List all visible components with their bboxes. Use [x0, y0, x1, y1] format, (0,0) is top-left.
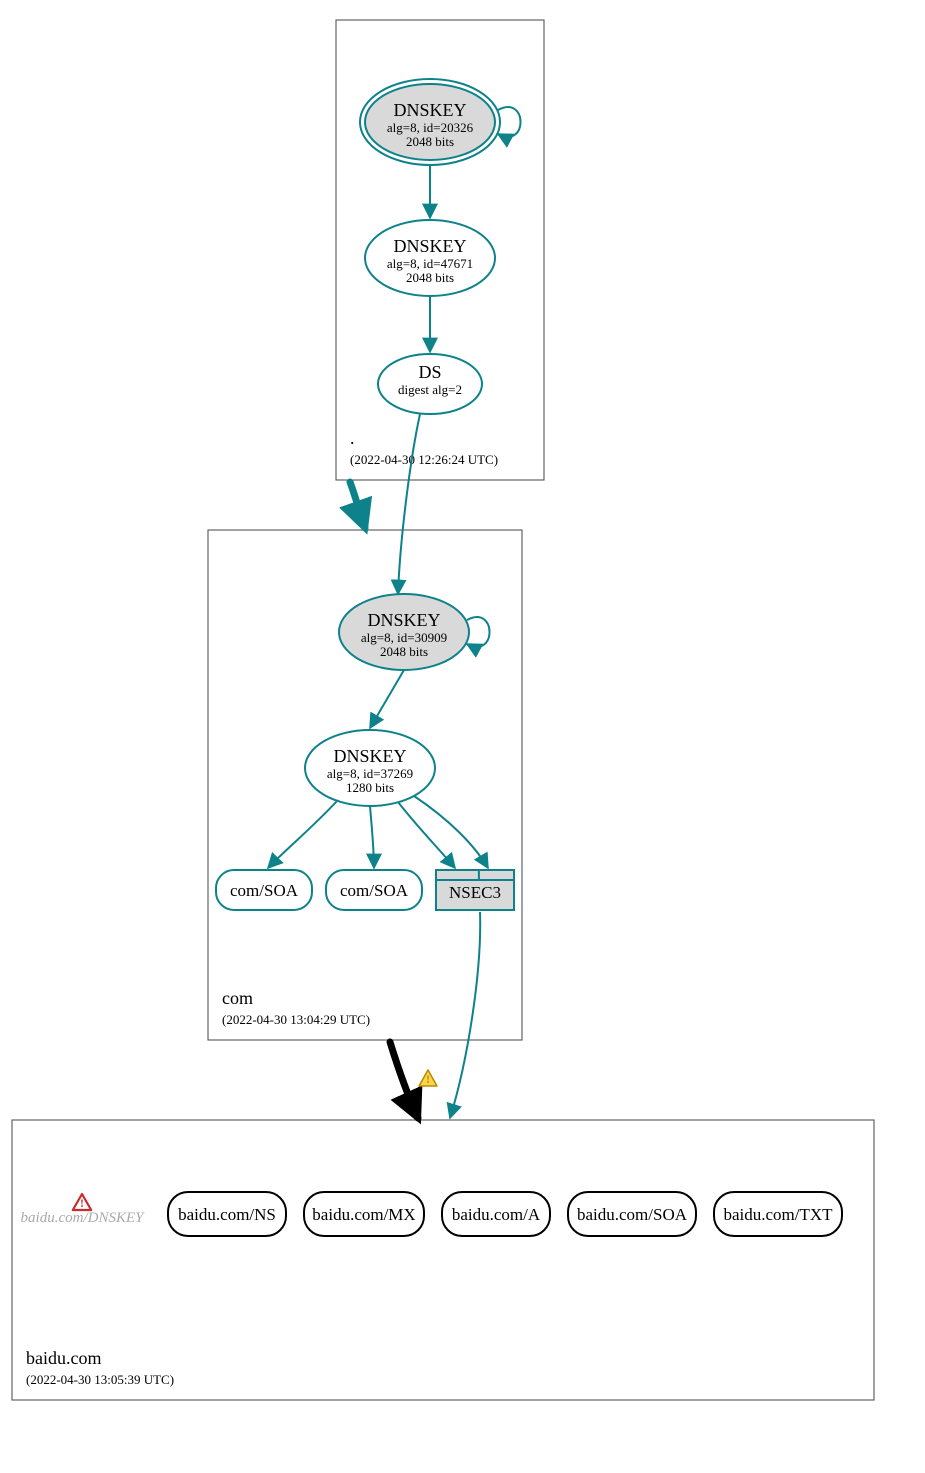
node-com_soa1: com/SOA: [216, 870, 312, 910]
svg-text:alg=8, id=37269: alg=8, id=37269: [327, 766, 413, 781]
node-baidu_txt: baidu.com/TXT: [714, 1192, 842, 1236]
svg-text:DNSKEY: DNSKEY: [393, 236, 466, 256]
edge-com-ksk-zsk: [370, 670, 404, 728]
svg-text:DNSKEY: DNSKEY: [393, 100, 466, 120]
node-root_ds: DSdigest alg=2: [378, 354, 482, 414]
svg-text:digest alg=2: digest alg=2: [398, 382, 462, 397]
svg-text:2048 bits: 2048 bits: [406, 270, 454, 285]
node-root_zsk: DNSKEYalg=8, id=476712048 bits: [365, 220, 495, 296]
svg-text:1280 bits: 1280 bits: [346, 780, 394, 795]
svg-text:2048 bits: 2048 bits: [380, 644, 428, 659]
svg-text:alg=8, id=20326: alg=8, id=20326: [387, 120, 474, 135]
node-baidu-dnskey: baidu.com/DNSKEY: [21, 1210, 146, 1226]
node-com-nsec3: NSEC3: [436, 870, 514, 910]
svg-text:!: !: [426, 1074, 430, 1086]
svg-text:baidu.com/TXT: baidu.com/TXT: [723, 1205, 833, 1224]
svg-text:baidu.com/NS: baidu.com/NS: [178, 1205, 276, 1224]
edge-com-ksk-self: [467, 617, 490, 647]
svg-text:baidu.com/MX: baidu.com/MX: [312, 1205, 415, 1224]
node-root_ksk: DNSKEYalg=8, id=203262048 bits: [360, 79, 500, 165]
svg-text:baidu.com/A: baidu.com/A: [452, 1205, 541, 1224]
edge-com-zsk-nsec3a: [398, 802, 455, 868]
zone-root-timestamp: (2022-04-30 12:26:24 UTC): [350, 452, 498, 467]
svg-text:DNSKEY: DNSKEY: [367, 610, 440, 630]
edge-com-zsk-soa1: [268, 800, 338, 868]
edge-root-ksk-self: [498, 107, 521, 137]
dnssec-diagram: . (2022-04-30 12:26:24 UTC) com (2022-04-30…: [0, 0, 925, 1473]
svg-text:DNSKEY: DNSKEY: [333, 746, 406, 766]
edge-com-zsk-soa2: [370, 806, 374, 868]
zone-baidu-label: baidu.com: [26, 1348, 101, 1368]
edge-root-to-com-del: [350, 482, 365, 528]
warning-icon: !: [419, 1070, 437, 1086]
error-icon: !: [73, 1194, 91, 1210]
svg-text:2048 bits: 2048 bits: [406, 134, 454, 149]
svg-text:!: !: [80, 1198, 84, 1210]
node-com_ksk: DNSKEYalg=8, id=309092048 bits: [339, 594, 469, 670]
zone-com-timestamp: (2022-04-30 13:04:29 UTC): [222, 1012, 370, 1027]
node-baidu_soa: baidu.com/SOA: [568, 1192, 696, 1236]
svg-text:NSEC3: NSEC3: [449, 883, 501, 902]
svg-text:DS: DS: [418, 362, 441, 382]
zone-com-label: com: [222, 988, 253, 1008]
zone-baidu: baidu.com (2022-04-30 13:05:39 UTC): [12, 1120, 874, 1400]
node-com_zsk: DNSKEYalg=8, id=372691280 bits: [305, 730, 435, 806]
node-baidu_ns: baidu.com/NS: [168, 1192, 286, 1236]
edge-com-nsec3-baidu: [450, 912, 480, 1118]
svg-text:alg=8, id=47671: alg=8, id=47671: [387, 256, 473, 271]
svg-text:baidu.com/SOA: baidu.com/SOA: [577, 1205, 688, 1224]
svg-text:com/SOA: com/SOA: [340, 881, 409, 900]
svg-text:alg=8, id=30909: alg=8, id=30909: [361, 630, 447, 645]
node-baidu_a: baidu.com/A: [442, 1192, 550, 1236]
edge-com-zsk-nsec3b: [414, 796, 488, 868]
zone-baidu-timestamp: (2022-04-30 13:05:39 UTC): [26, 1372, 174, 1387]
svg-text:com/SOA: com/SOA: [230, 881, 299, 900]
node-com_soa2: com/SOA: [326, 870, 422, 910]
edge-com-to-baidu-del: [390, 1042, 418, 1118]
svg-text:baidu.com/DNSKEY: baidu.com/DNSKEY: [21, 1210, 146, 1226]
edge-root-ds-com: [398, 414, 420, 594]
node-baidu_mx: baidu.com/MX: [304, 1192, 424, 1236]
zone-root-label: .: [350, 428, 355, 448]
